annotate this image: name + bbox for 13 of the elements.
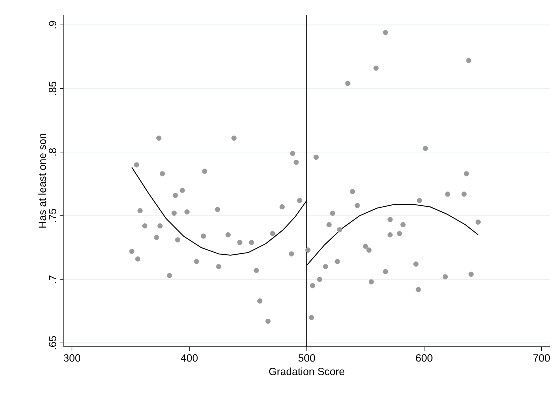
- y-tick-label: .9: [49, 21, 56, 29]
- y-tick-label: .7: [49, 276, 56, 283]
- x-tick-label: 400: [181, 354, 198, 362]
- y-axis-title: Has at least one son: [38, 134, 46, 228]
- x-tick-label: 700: [534, 354, 550, 362]
- y-tick-label: .65: [49, 336, 56, 350]
- y-tick-label: .8: [49, 148, 56, 156]
- x-tick-label: 300: [64, 354, 81, 362]
- y-tick-label: .85: [49, 82, 56, 96]
- x-axis-title: Gradation Score: [269, 368, 345, 376]
- x-tick-label: 500: [298, 354, 316, 362]
- y-tick-label: .75: [49, 209, 56, 222]
- x-tick-label: 600: [416, 354, 433, 362]
